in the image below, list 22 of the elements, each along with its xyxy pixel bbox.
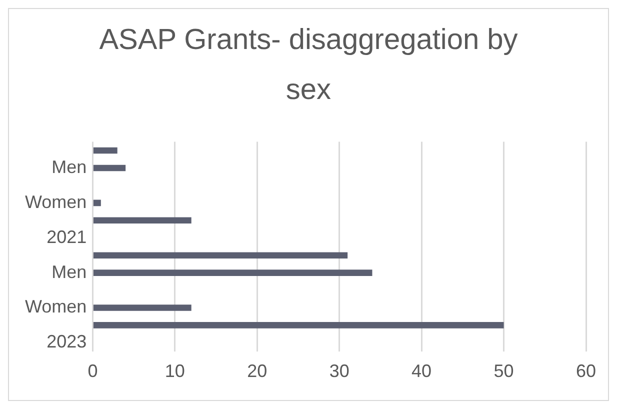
bar	[93, 322, 504, 328]
y-tick-label: Women	[24, 192, 87, 212]
x-tick-label: 30	[329, 361, 350, 382]
bar	[93, 164, 126, 172]
x-tick-label: 40	[412, 361, 432, 382]
x-tick-label: 50	[494, 361, 514, 382]
x-tick-label: 60	[576, 361, 596, 382]
bar	[93, 200, 101, 206]
x-tick-label: 20	[247, 361, 268, 382]
y-tick-label: 2021	[46, 226, 87, 247]
y-tick-label: 2023	[46, 332, 87, 352]
y-tick-label: Men	[52, 262, 87, 282]
chart-title: ASAP Grants- disaggregation by sex	[98, 23, 519, 108]
y-tick-label: Men	[52, 156, 87, 177]
bar	[93, 217, 192, 224]
x-tick-label: 0	[88, 361, 98, 382]
y-tick-label: Women	[24, 296, 87, 317]
bar	[93, 270, 372, 276]
x-tick-label: 10	[164, 361, 185, 382]
bar	[93, 304, 192, 311]
bar	[93, 252, 348, 258]
bar	[93, 147, 118, 154]
